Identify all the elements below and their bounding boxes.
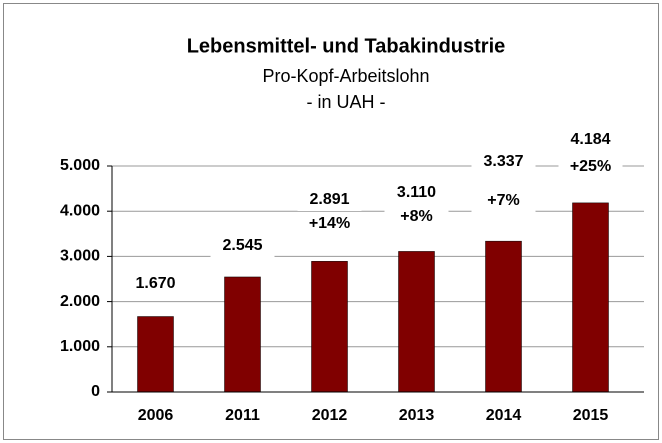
data-label: 2.891 <box>309 191 349 208</box>
x-tick-label: 2006 <box>138 407 174 424</box>
x-tick-label: 2013 <box>399 407 435 424</box>
data-label: 3.337 <box>483 153 523 170</box>
bar <box>572 202 609 393</box>
data-label: +25% <box>570 158 611 175</box>
label-background <box>297 189 362 211</box>
data-label: 1.670 <box>135 275 175 292</box>
y-tick-label: 3.000 <box>60 248 100 265</box>
data-label: 4.184 <box>570 131 610 148</box>
x-tick-label: 2012 <box>312 407 348 424</box>
y-tick-label: 1.000 <box>60 338 100 355</box>
bar <box>224 276 261 393</box>
label-background <box>558 129 623 151</box>
bar <box>137 316 174 393</box>
data-label: 2.545 <box>222 237 262 254</box>
label-background <box>384 182 449 204</box>
x-tick-label: 2011 <box>225 407 260 424</box>
y-tick-label: 0 <box>91 383 100 400</box>
chart-subtitle: Pro-Kopf-Arbeitslohn <box>262 66 429 86</box>
bar <box>398 251 435 393</box>
data-label: +7% <box>487 192 519 209</box>
bar <box>311 261 348 393</box>
chart-subtitle: - in UAH - <box>306 92 385 112</box>
label-background <box>123 273 188 295</box>
y-tick-label: 2.000 <box>60 293 100 310</box>
label-background <box>384 206 449 228</box>
label-background <box>471 190 536 212</box>
label-background <box>471 151 536 173</box>
chart-title: Lebensmittel- und Tabakindustrie <box>187 35 506 57</box>
data-label: +8% <box>400 208 432 225</box>
x-tick-label: 2014 <box>486 407 522 424</box>
label-background <box>210 235 275 257</box>
data-label: +14% <box>309 215 350 232</box>
data-label: 3.110 <box>397 184 436 201</box>
label-background <box>558 156 623 178</box>
y-tick-label: 4.000 <box>60 202 100 219</box>
bar <box>485 240 522 393</box>
y-tick-label: 5.000 <box>60 157 100 174</box>
label-background <box>297 213 362 235</box>
x-tick-label: 2015 <box>573 407 609 424</box>
